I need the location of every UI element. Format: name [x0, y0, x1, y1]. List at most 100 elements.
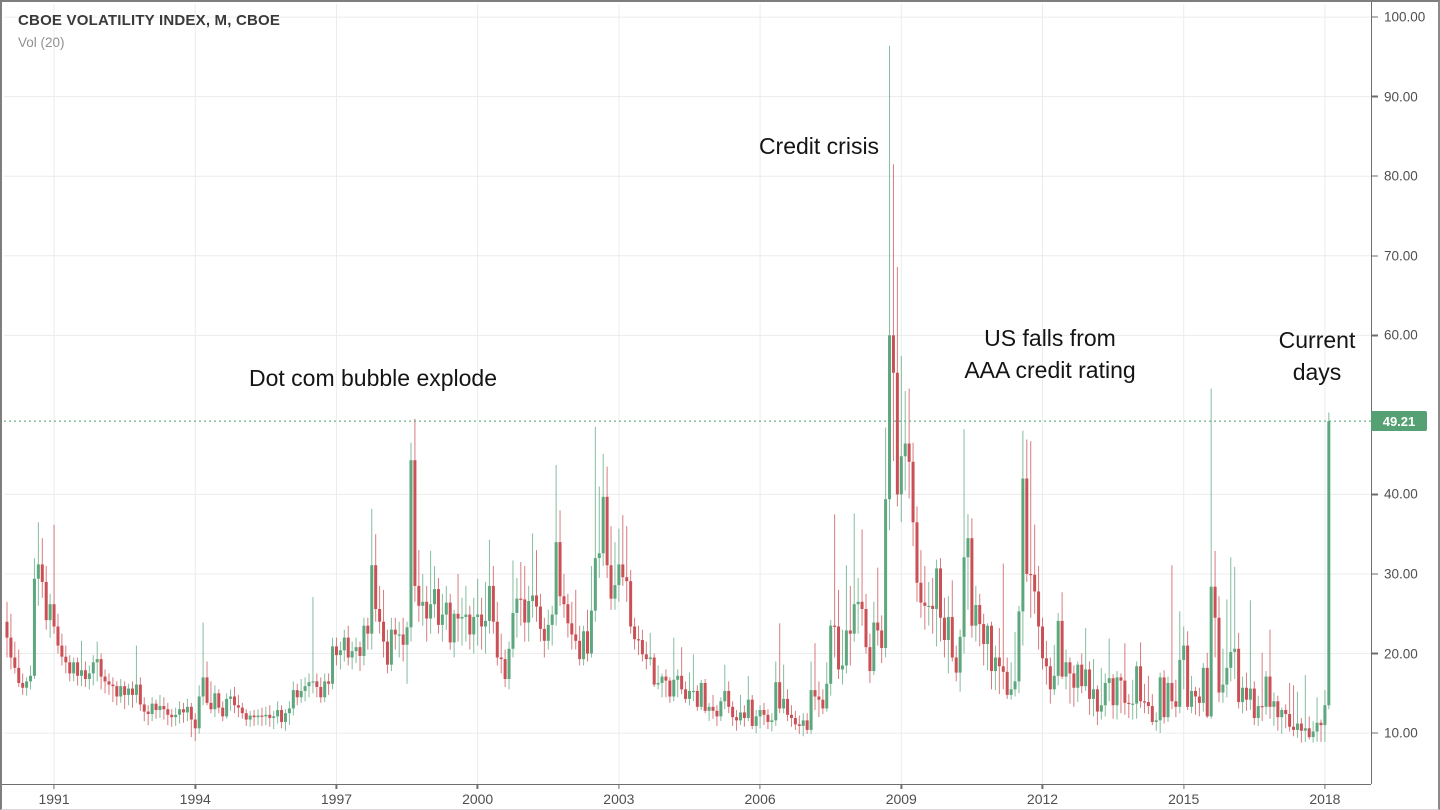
- candle: [346, 625, 350, 666]
- candle: [185, 698, 189, 722]
- candle: [91, 655, 95, 686]
- candle: [821, 689, 825, 714]
- x-axis-label: 2000: [462, 791, 494, 807]
- candle: [786, 689, 790, 722]
- candle: [585, 609, 589, 662]
- candle: [127, 683, 131, 706]
- candle: [872, 601, 876, 676]
- candle: [240, 702, 244, 719]
- candle: [880, 615, 884, 664]
- chart-legend: CBOE VOLATILITY INDEX, M, CBOE Vol (20): [18, 12, 280, 50]
- x-axis-tick: 1997: [321, 785, 352, 807]
- candle: [1142, 683, 1146, 714]
- candle: [656, 665, 660, 690]
- candle: [660, 673, 664, 698]
- candle: [409, 442, 413, 642]
- candle: [848, 585, 852, 666]
- candle: [1268, 629, 1272, 719]
- tick-mark: [900, 785, 903, 789]
- candle: [1103, 673, 1107, 717]
- x-axis-label: 2006: [744, 791, 776, 807]
- candle: [966, 514, 970, 610]
- y-axis-tick: 70.00: [1372, 248, 1418, 263]
- candle: [323, 673, 327, 703]
- candle: [699, 679, 703, 711]
- candle: [511, 560, 515, 658]
- candle: [672, 637, 676, 702]
- candle: [327, 673, 331, 695]
- candle: [436, 577, 440, 634]
- candle: [1131, 679, 1135, 720]
- candle: [1056, 612, 1060, 686]
- candle: [1013, 632, 1017, 697]
- candle: [640, 629, 644, 662]
- candle: [1170, 565, 1174, 710]
- candle: [5, 601, 9, 658]
- candle: [472, 597, 476, 654]
- x-axis-tick: 2006: [745, 785, 776, 807]
- candle: [421, 573, 425, 626]
- indicator-label[interactable]: Vol (20): [18, 35, 65, 50]
- symbol-title[interactable]: CBOE VOLATILITY INDEX, M, CBOE: [18, 12, 281, 29]
- candle: [484, 581, 488, 654]
- candle: [123, 681, 127, 710]
- candle: [613, 542, 617, 610]
- candle: [1209, 388, 1213, 719]
- y-axis-tick: 100.00: [1372, 10, 1425, 25]
- candle: [1033, 524, 1037, 614]
- candle: [1005, 657, 1009, 699]
- candle: [1237, 632, 1241, 709]
- candle: [495, 601, 499, 666]
- candle: [1190, 675, 1194, 714]
- candle: [1111, 674, 1115, 719]
- candle: [315, 673, 319, 698]
- candle: [307, 673, 311, 698]
- candle: [1158, 672, 1162, 734]
- candle: [401, 617, 405, 662]
- time-axis[interactable]: 1991 1994 1997 2000 2003 2006 2009 2012 2015 2018: [2, 784, 1371, 809]
- candle: [397, 621, 401, 658]
- candle: [589, 566, 593, 658]
- y-axis-tick: 30.00: [1372, 566, 1418, 581]
- price-axis[interactable]: 100.00 90.00 80.00 70.00 60.00 40.00 30.00 20.0…: [1371, 2, 1438, 784]
- candle: [1025, 439, 1029, 582]
- candle: [1292, 685, 1296, 737]
- candle: [291, 681, 295, 716]
- candle: [742, 705, 746, 727]
- candle: [1307, 716, 1311, 740]
- candle: [888, 45, 892, 531]
- candle: [1060, 592, 1064, 679]
- candle: [283, 709, 287, 731]
- candle: [393, 617, 397, 650]
- candle: [840, 629, 844, 685]
- candle: [1182, 626, 1186, 690]
- candle: [652, 653, 656, 687]
- candle: [378, 585, 382, 634]
- candle: [515, 577, 519, 638]
- x-axis-label: 2018: [1309, 791, 1341, 807]
- candle: [719, 697, 723, 722]
- tick-mark: [1182, 785, 1185, 789]
- candle: [1080, 653, 1084, 694]
- y-axis-tick: 40.00: [1372, 487, 1418, 502]
- candle: [268, 705, 272, 727]
- x-axis-tick: 2018: [1309, 785, 1340, 807]
- candle: [1221, 648, 1225, 703]
- candle: [546, 609, 550, 650]
- candle: [687, 672, 691, 706]
- y-axis-label: 100.00: [1384, 9, 1426, 25]
- tick-mark: [1372, 255, 1378, 257]
- candles-series: [5, 45, 1331, 743]
- candle: [1311, 721, 1315, 743]
- tick-mark: [1372, 16, 1378, 18]
- candle: [189, 702, 193, 738]
- candle: [950, 580, 954, 662]
- candle: [1091, 659, 1095, 717]
- x-axis-label: 1991: [38, 791, 70, 807]
- tick-mark: [759, 785, 761, 789]
- candle: [531, 533, 535, 618]
- y-axis-label: 30.00: [1384, 566, 1418, 582]
- candle: [762, 702, 766, 726]
- candle: [440, 593, 444, 642]
